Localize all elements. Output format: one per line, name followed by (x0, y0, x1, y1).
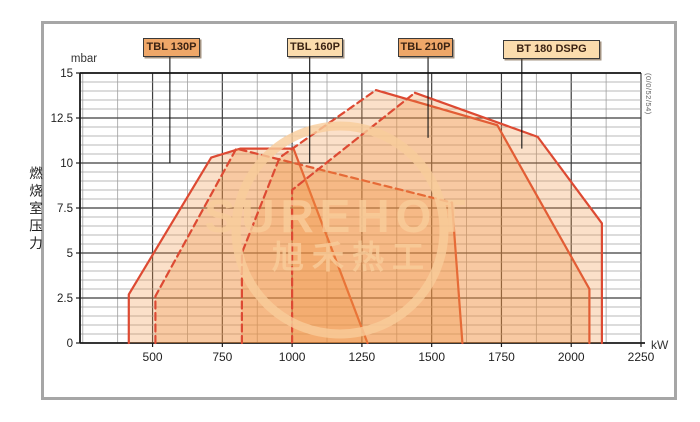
label-box-tbl-160p: TBL 160P (287, 38, 343, 57)
x-tick-label: 1000 (279, 350, 306, 364)
range-outline-tbl-130p (127, 147, 369, 345)
x-tick-label: 2000 (558, 350, 585, 364)
x-tick-label: 500 (143, 350, 163, 364)
watermark-text-en: SUREHOT (205, 190, 472, 242)
x-tick-label: 750 (212, 350, 232, 364)
range-outline-tbl-160p (450, 201, 464, 345)
x-tick-label: 1750 (488, 350, 515, 364)
label-box-tbl-130p: TBL 130P (143, 38, 200, 57)
y-tick-label: 15 (60, 68, 73, 80)
range-outline-tbl-210p (374, 89, 591, 345)
x-tick-label: 1250 (349, 350, 376, 364)
range-fill-tbl-210p (241, 90, 590, 343)
label-box-tbl-210p: TBL 210P (398, 38, 453, 57)
diagram-reference-code: (0/0/52/54) (644, 73, 653, 115)
y-tick-label: 7.5 (57, 203, 73, 215)
range-outline-bt-180-dspg (291, 91, 416, 345)
label-pointer-lines (169, 57, 523, 163)
watermark-text-cn: 旭禾热工 (272, 239, 432, 275)
y-tick-label: 10 (60, 158, 73, 170)
y-tick-label: 0 (67, 338, 73, 350)
label-box-bt-180-dspg: BT 180 DSPG (503, 40, 600, 59)
y-tick-label: 12.5 (51, 113, 73, 125)
axis-labels: 15 12.5 10 7.5 5 2.5 0 500 750 1000 1250 1500 1750 20… (51, 53, 669, 364)
y-tick-label: 5 (67, 248, 73, 260)
x-tick-label: 1500 (418, 350, 445, 364)
x-tick-label: 2250 (628, 350, 655, 364)
y-axis-title-combustion-chamber-pressure: 燃烧室压力 (27, 166, 42, 254)
y-axis-unit: mbar (71, 53, 97, 65)
range-outline-tbl-210p (240, 89, 377, 345)
range-fill-tbl-160p (155, 148, 463, 343)
range-outline-tbl-160p (154, 147, 454, 345)
x-axis-unit: kW (651, 338, 669, 352)
y-tick-label: 2.5 (57, 293, 73, 305)
range-outline-bt-180-dspg (413, 91, 603, 345)
